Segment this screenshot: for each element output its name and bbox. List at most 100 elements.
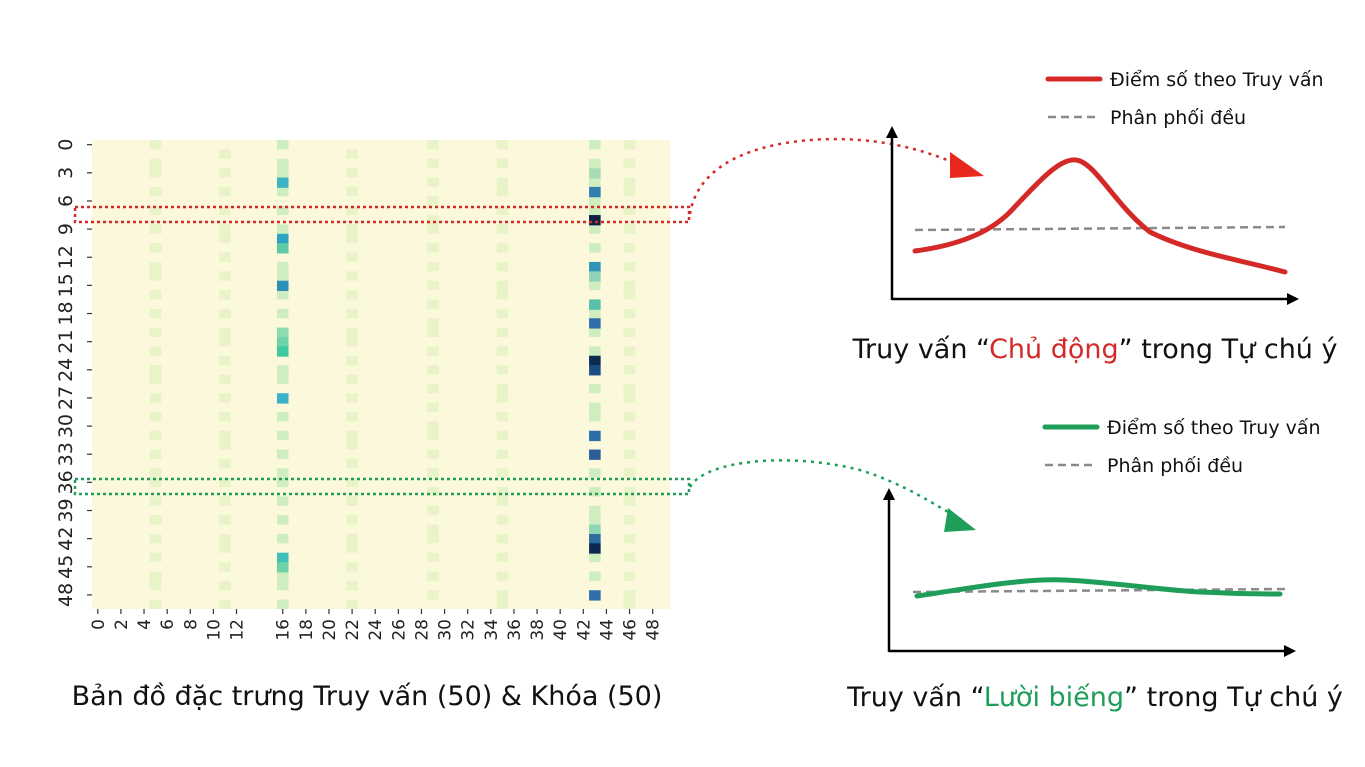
heatmap-light-cell <box>219 599 231 609</box>
heatmap-strong-cell <box>276 393 289 404</box>
bottom-chart: Điểm số theo Truy vấn Phân phối đều Truy… <box>846 417 1343 713</box>
heatmap-strong-cell <box>589 543 601 554</box>
heatmap-light-cell <box>623 571 636 581</box>
heatmap-light-cell <box>427 421 439 431</box>
heatmap-light-cell <box>496 365 509 375</box>
active-row-highlight <box>73 205 691 224</box>
heatmap-light-cell <box>496 177 509 187</box>
heatmap-light-cell <box>427 243 439 253</box>
heatmap-light-cell <box>496 449 509 459</box>
heatmap-light-cell <box>623 430 636 441</box>
y-tick-label: 27 <box>55 386 77 410</box>
heatmap-strong-cell <box>589 168 601 179</box>
heatmap-light-cell <box>623 205 636 216</box>
heatmap-light-cell <box>589 552 601 563</box>
heatmap-light-cell <box>496 430 509 441</box>
heatmap-light-cell <box>496 290 509 300</box>
heatmap-light-cell <box>496 205 509 216</box>
heatmap-light-cell <box>149 580 162 591</box>
heatmap-light-cell <box>589 140 601 150</box>
heatmap-light-cell <box>219 562 231 572</box>
heatmap-light-cell <box>427 140 439 150</box>
heatmap-light-cell <box>589 327 601 337</box>
heatmap-light-cell <box>589 487 601 497</box>
top-x-axis-arrowhead <box>1287 293 1299 305</box>
heatmap-strong-cell <box>589 271 601 282</box>
heatmap-light-cell <box>496 515 509 525</box>
heatmap-light-cell <box>346 543 358 553</box>
heatmap-light-cell <box>149 496 162 506</box>
heatmap-light-cell <box>427 158 439 169</box>
heatmap-light-cell <box>623 158 636 169</box>
heatmap-light-cell <box>219 412 231 422</box>
top-chart-title-highlight: Chủ động <box>989 334 1119 365</box>
heatmap-light-cell <box>589 571 601 581</box>
x-tick-label: 28 <box>412 619 432 641</box>
heatmap-light-cell <box>589 280 601 291</box>
heatmap-light-cell <box>427 177 439 187</box>
heatmap-light-cell <box>623 243 636 253</box>
heatmap-light-cell <box>623 599 636 609</box>
heatmap-light-cell <box>623 327 636 337</box>
heatmap-light-cell <box>496 571 509 581</box>
heatmap-light-cell <box>219 374 231 384</box>
top-score-curve <box>912 157 1288 275</box>
heatmap-light-cell <box>346 562 358 572</box>
heatmap-light-cell <box>149 599 162 609</box>
heatmap-light-cell <box>496 383 509 394</box>
heatmap-light-cell <box>276 449 289 459</box>
heatmap-light-cell <box>276 533 289 544</box>
x-tick-label: 6 <box>158 619 178 630</box>
y-tick-label: 0 <box>55 139 77 151</box>
heatmap-light-cell <box>219 533 231 544</box>
heatmap-light-cell <box>346 186 358 197</box>
heatmap-light-cell <box>623 308 636 319</box>
heatmap-light-cell <box>276 308 289 319</box>
y-tick-label: 3 <box>55 167 77 179</box>
heatmap-light-cell <box>346 336 358 347</box>
heatmap-light-cell <box>149 224 162 234</box>
heatmap-light-cell <box>623 280 636 291</box>
y-tick-label: 15 <box>55 273 77 297</box>
heatmap-light-cell <box>589 505 601 516</box>
y-tick-label: 30 <box>55 414 77 438</box>
y-tick-label: 21 <box>55 330 77 354</box>
heatmap-light-cell <box>149 468 162 478</box>
heatmap-light-cell <box>427 533 439 544</box>
x-tick-label: 20 <box>320 619 340 641</box>
heatmap-light-cell <box>149 243 162 253</box>
bottom-chart-title: Truy vấn “Lười biếng” trong Tự chú ý <box>846 682 1343 713</box>
heatmap-strong-cell <box>589 355 601 367</box>
heatmap-light-cell <box>496 140 509 150</box>
heatmap-light-cell <box>149 477 162 488</box>
bottom-uniform-line <box>912 587 1286 594</box>
heatmap-light-cell <box>219 393 231 403</box>
heatmap-light-cell <box>276 290 289 300</box>
heatmap-strong-cell <box>276 562 289 573</box>
heatmap-light-cell <box>219 336 231 347</box>
heatmap-light-cell <box>589 196 601 206</box>
heatmap-strong-cell <box>276 336 289 348</box>
heatmap-light-cell <box>589 205 601 216</box>
heatmap-light-cell <box>623 552 636 563</box>
heatmap-light-cell <box>623 533 636 544</box>
heatmap-light-cell <box>623 365 636 375</box>
heatmap-light-cell <box>427 215 439 225</box>
heatmap-light-cell <box>496 158 509 169</box>
bottom-score-curve <box>914 577 1283 599</box>
heatmap-light-cell <box>589 224 601 234</box>
heatmap-light-cell <box>623 449 636 459</box>
heatmap-strong-cell <box>589 430 601 442</box>
heatmap-light-cell <box>496 552 509 563</box>
heatmap-light-cell <box>219 543 231 553</box>
top-uniform-line <box>914 225 1286 232</box>
x-tick-label: 12 <box>228 619 248 641</box>
x-tick-label: 32 <box>459 619 479 641</box>
heatmap-strong-cell <box>276 243 289 254</box>
y-tick-label: 9 <box>55 223 77 235</box>
heatmap-light-cell <box>346 168 358 178</box>
heatmap-light-cell <box>346 533 358 544</box>
heatmap-light-cell <box>427 590 439 600</box>
heatmap-light-cell <box>496 243 509 253</box>
